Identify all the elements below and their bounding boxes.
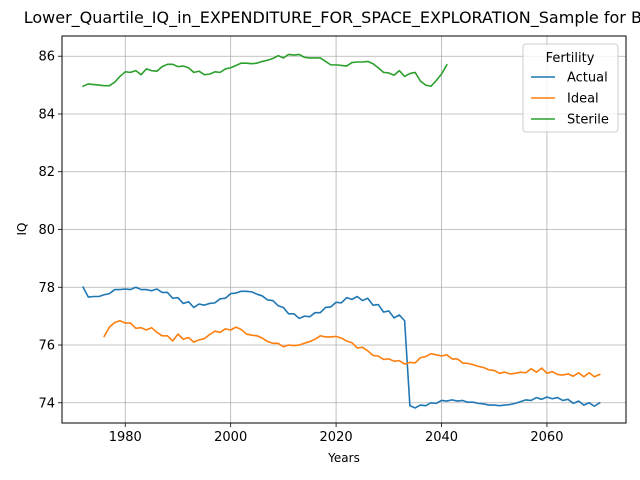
y-tick-label: 80 (38, 223, 55, 238)
series-line-actual (81, 286, 601, 409)
y-tick-label: 74 (38, 396, 55, 411)
legend-label-ideal: Ideal (567, 92, 599, 107)
legend-title: Fertility (546, 51, 595, 66)
x-axis-title: Years (327, 451, 360, 465)
x-tick-label: 2000 (214, 430, 247, 445)
y-tick-label: 78 (38, 281, 55, 296)
legend: Fertility Actual Ideal Sterile (522, 43, 619, 133)
legend-label-actual: Actual (567, 71, 608, 86)
legend-box (522, 43, 619, 133)
x-tick-label: 2040 (425, 430, 458, 445)
x-tick-label: 1980 (109, 430, 142, 445)
y-tick-label: 76 (38, 339, 55, 354)
y-tick-label: 86 (38, 50, 55, 65)
y-tick-label: 84 (38, 107, 55, 122)
y-axis-title: IQ (15, 223, 29, 236)
chart-title: Lower_Quartile_IQ_in_EXPENDITURE_FOR_SPA… (24, 8, 640, 28)
legend-items: Actual Ideal Sterile (531, 71, 609, 128)
x-tick-label: 2020 (320, 430, 353, 445)
x-tick-label: 2060 (530, 430, 563, 445)
y-tick-label: 82 (38, 165, 55, 180)
axis-ticks: 1980 2000 2020 2040 2060 74 76 78 80 82 84 86 (38, 50, 563, 445)
series-line-ideal (103, 319, 601, 378)
legend-label-sterile: Sterile (567, 113, 609, 128)
series-line-sterile (82, 53, 448, 88)
series-lines (81, 53, 601, 409)
